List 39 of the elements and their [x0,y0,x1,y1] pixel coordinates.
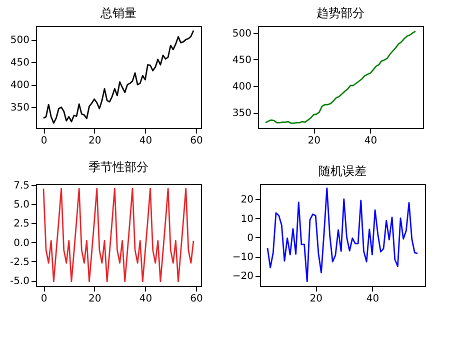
chart-title: 随机误差 [318,164,366,178]
y-tick-label: 5.0 [14,199,30,210]
y-tick-label: 400 [10,80,30,92]
y-tick-label: −10 [232,252,254,264]
line-series [42,188,194,282]
y-tick-label: 350 [10,102,30,114]
y-tick-label: 0.0 [14,238,30,249]
chart-title: 趋势部分 [316,6,364,20]
y-tick-label: 10 [240,214,254,225]
y-tick-label: 400 [232,82,252,93]
x-tick-label: 20 [310,294,322,304]
x-tick-label: 0 [40,136,48,146]
x-tick-label: 60 [190,136,203,146]
y-tick-label: 350 [232,108,252,120]
x-tick-label: 40 [364,136,378,146]
x-tick-label: 40 [139,294,152,304]
chart-title: 总销量 [100,6,136,20]
x-tick-label: 20 [308,136,320,146]
x-tick-label: 20 [88,294,102,304]
y-tick-label: -5.0 [10,276,30,288]
x-tick-label: 20 [88,136,102,146]
y-tick-label: 500 [10,35,30,46]
y-tick-label: 450 [232,54,252,66]
y-tick-label: 500 [232,28,252,40]
line-series [264,30,416,124]
chart-title: 季节性部分 [88,160,148,174]
line-series [42,30,194,124]
line-series [266,188,418,282]
x-tick-label: 40 [139,136,152,146]
y-tick-label: 450 [10,58,30,69]
y-tick-label: -2.5 [10,256,30,268]
y-tick-label: 7.5 [14,180,30,192]
y-tick-label: 2.5 [14,218,30,230]
y-tick-label: −20 [232,271,254,282]
y-tick-label: 0 [247,232,254,244]
x-tick-label: 60 [190,294,203,304]
x-tick-label: 40 [366,294,380,304]
y-tick-label: 20 [240,194,254,206]
x-tick-label: 0 [40,294,48,304]
